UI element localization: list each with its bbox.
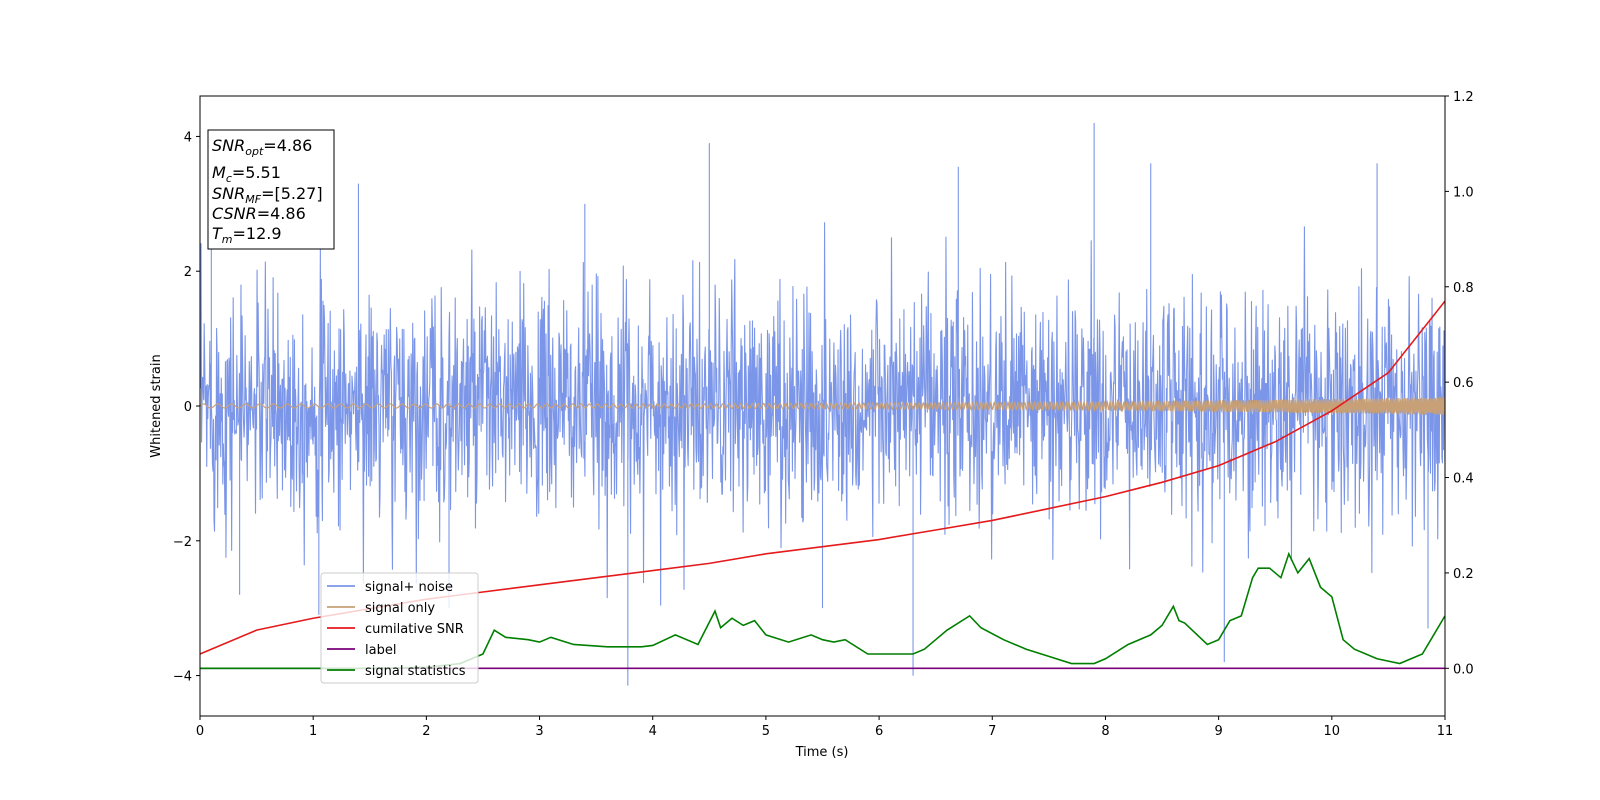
series-signal-statistics xyxy=(200,551,1445,670)
info-box: SNRopt=4.86 Mc=5.51 SNRMF=[5.27] CSNR=4.… xyxy=(207,129,335,250)
y-axis-label-left: Whitened strain xyxy=(149,354,164,457)
y-left-tick-label: 4 xyxy=(184,130,192,145)
y-right-tick-label: 0.8 xyxy=(1453,281,1474,296)
y-right-tick-label: 1.2 xyxy=(1453,90,1474,105)
x-tick-label: 2 xyxy=(422,724,430,739)
series-layer xyxy=(200,122,1445,686)
x-tick-label: 0 xyxy=(196,724,204,739)
info-tm: Tm=12.9 xyxy=(212,224,282,246)
x-tick-label: 5 xyxy=(762,724,770,739)
y-axis-left: −4 −2 0 2 4 xyxy=(173,130,200,685)
y-left-tick-label: 0 xyxy=(184,400,192,415)
legend-label: cumilative SNR xyxy=(365,622,464,637)
legend-label: signal only xyxy=(365,601,435,616)
y-right-tick-label: 1.0 xyxy=(1453,185,1474,200)
x-tick-label: 9 xyxy=(1214,724,1222,739)
y-right-tick-label: 0.0 xyxy=(1453,662,1474,677)
y-left-tick-label: −2 xyxy=(173,535,192,550)
x-axis: 0 1 2 3 4 5 6 7 8 9 10 11 xyxy=(196,716,1453,739)
x-tick-label: 6 xyxy=(875,724,883,739)
legend: signal+ noise signal only cumilative SNR la… xyxy=(320,572,479,684)
legend-label: signal+ noise xyxy=(365,580,453,595)
info-box-frame xyxy=(207,129,335,250)
legend-label: label xyxy=(365,643,396,658)
y-right-tick-label: 0.4 xyxy=(1453,472,1474,487)
x-tick-label: 7 xyxy=(988,724,996,739)
info-snr-mf: SNRMF=[5.27] xyxy=(212,184,323,206)
x-tick-label: 10 xyxy=(1324,724,1341,739)
x-tick-label: 3 xyxy=(535,724,543,739)
y-left-tick-label: −4 xyxy=(173,670,192,685)
info-mc: Mc=5.51 xyxy=(212,163,281,185)
info-csnr: CSNR=4.86 xyxy=(212,204,306,223)
x-axis-label: Time (s) xyxy=(795,745,849,760)
info-snr-opt: SNRopt=4.86 xyxy=(212,136,312,158)
x-tick-label: 11 xyxy=(1437,724,1454,739)
legend-frame xyxy=(320,572,479,684)
y-right-tick-label: 0.2 xyxy=(1453,567,1474,582)
x-tick-label: 8 xyxy=(1101,724,1109,739)
x-tick-label: 4 xyxy=(649,724,657,739)
y-axis-right: 0.0 0.2 0.4 0.6 0.8 1.0 1.2 xyxy=(1445,90,1474,677)
y-left-tick-label: 2 xyxy=(184,265,192,280)
series-signal-only xyxy=(200,397,1445,415)
series-signal-noise xyxy=(200,122,1445,686)
y-right-tick-label: 0.6 xyxy=(1453,376,1474,391)
x-tick-label: 1 xyxy=(309,724,317,739)
legend-label: signal statistics xyxy=(365,664,466,679)
